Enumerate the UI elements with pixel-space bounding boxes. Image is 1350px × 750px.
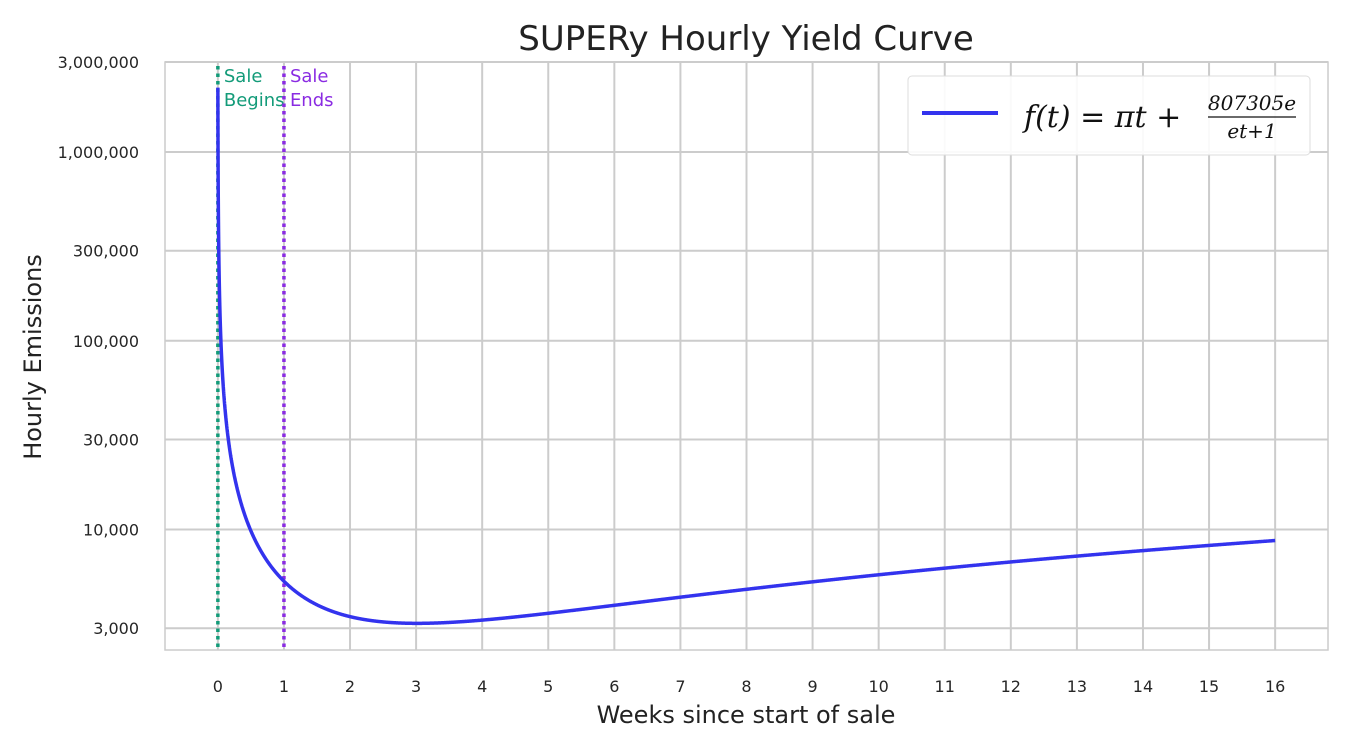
x-tick-label: 6 xyxy=(609,677,619,696)
x-tick-label: 12 xyxy=(1001,677,1021,696)
y-tick-label: 3,000,000 xyxy=(58,53,139,72)
x-tick-label: 15 xyxy=(1199,677,1219,696)
legend-denominator: et+1 xyxy=(1227,119,1276,143)
y-tick-label: 10,000 xyxy=(83,521,139,540)
x-tick-label: 13 xyxy=(1067,677,1087,696)
x-tick-label: 11 xyxy=(935,677,955,696)
x-tick-label: 9 xyxy=(807,677,817,696)
vline-label-line2: Ends xyxy=(290,90,334,111)
x-tick-label: 1 xyxy=(279,677,289,696)
x-tick-label: 2 xyxy=(345,677,355,696)
y-tick-label: 30,000 xyxy=(83,430,139,449)
x-tick-label: 0 xyxy=(213,677,223,696)
x-tick-label: 8 xyxy=(741,677,751,696)
y-axis-label: Hourly Emissions xyxy=(19,254,47,460)
vline-label-line1: Sale xyxy=(224,66,263,87)
y-axis: 3,000 10,000 30,000 100,000 300,000 1,000,000… xyxy=(58,53,139,638)
chart-title: SUPERy Hourly Yield Curve xyxy=(518,19,973,59)
x-tick-label: 4 xyxy=(477,677,487,696)
legend-numerator: 807305e xyxy=(1208,91,1296,115)
x-tick-label: 5 xyxy=(543,677,553,696)
legend-label: f(t) = πt + xyxy=(1022,100,1181,135)
x-tick-label: 3 xyxy=(411,677,421,696)
vline-label-line2: Begins xyxy=(224,90,285,111)
legend-box xyxy=(907,75,1311,156)
y-tick-label: 1,000,000 xyxy=(58,143,139,162)
x-tick-label: 7 xyxy=(675,677,685,696)
x-axis: 0 1 2 3 4 5 6 7 8 9 10 11 12 13 14 15 16 xyxy=(213,677,1286,696)
plot-frame xyxy=(164,61,1329,651)
y-tick-label: 100,000 xyxy=(73,332,139,351)
y-tick-label: 300,000 xyxy=(73,242,139,261)
y-tick-label: 3,000 xyxy=(93,619,139,638)
series-line xyxy=(216,87,1276,626)
x-tick-label: 14 xyxy=(1133,677,1153,696)
x-axis-label: Weeks since start of sale xyxy=(597,701,896,729)
x-tick-label: 10 xyxy=(868,677,888,696)
legend: f(t) = πt + 807305e et+1 xyxy=(907,75,1311,156)
x-tick-label: 16 xyxy=(1265,677,1285,696)
vline-label-line1: Sale xyxy=(290,66,329,87)
